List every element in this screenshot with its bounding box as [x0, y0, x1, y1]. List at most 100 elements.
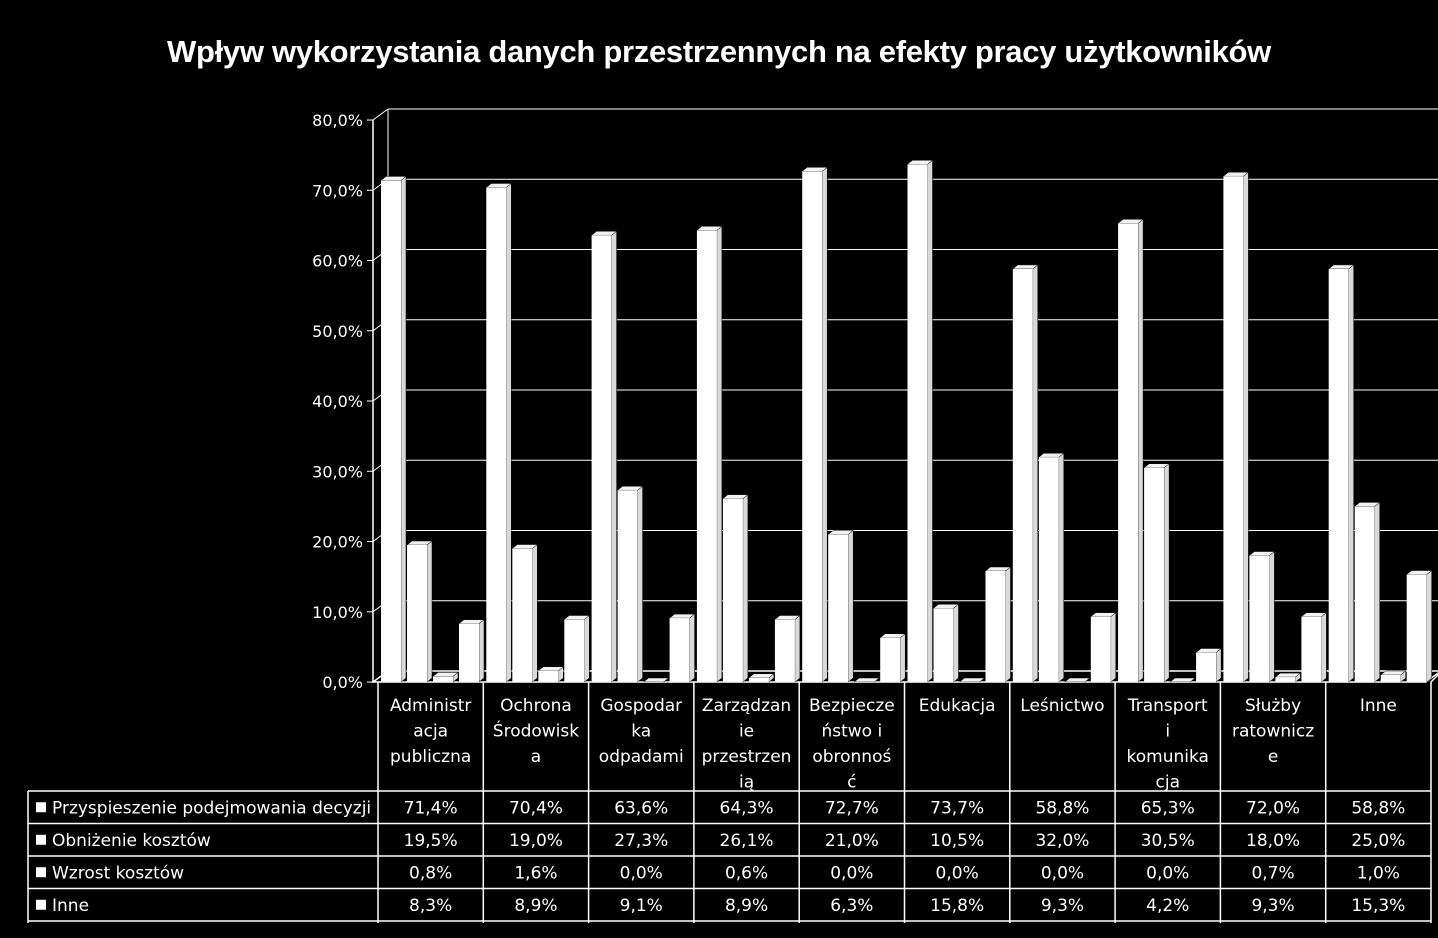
table-cell: 10,5%: [930, 831, 984, 851]
table-cell: 0,6%: [725, 863, 768, 883]
table-cell: 32,0%: [1035, 831, 1089, 851]
category-label: Zarządzan: [702, 696, 791, 716]
table-cell: 72,0%: [1246, 798, 1300, 818]
table-cell: 0,0%: [1041, 863, 1084, 883]
y-tick-label: 50,0%: [312, 322, 363, 341]
category-label: acja: [413, 722, 448, 742]
legend-label: Obniżenie kosztów: [52, 831, 211, 851]
bar: [774, 614, 801, 683]
table-cell: 64,3%: [720, 798, 774, 818]
y-tick-label: 0,0%: [322, 673, 363, 692]
bar: [668, 613, 696, 683]
legend-swatch: [36, 834, 46, 845]
bar: [537, 666, 565, 683]
bar: [853, 677, 880, 683]
table-cell: 0,0%: [1146, 863, 1189, 883]
category-label: Bezpiecze: [809, 696, 895, 716]
table-cell: 0,8%: [409, 863, 452, 883]
category-label: Służby: [1245, 696, 1301, 716]
bar: [722, 494, 749, 683]
y-tick-label: 40,0%: [312, 392, 363, 411]
table-cell: 58,8%: [1351, 798, 1405, 818]
bar: [879, 633, 906, 683]
category-label: Edukacja: [919, 696, 996, 716]
table-cell: 0,0%: [936, 863, 979, 883]
category-label: e: [1268, 747, 1278, 767]
category-label: ratownicz: [1232, 722, 1314, 742]
table-cell: 4,2%: [1146, 896, 1189, 916]
legend-label: Przyspieszenie podejmowania decyzji: [52, 798, 371, 818]
category-label: przestrzen: [702, 747, 792, 767]
category-label: publiczna: [390, 747, 471, 767]
table-cell: 30,5%: [1141, 831, 1195, 851]
bar: [406, 540, 433, 683]
bar: [642, 677, 670, 683]
bar: [1300, 612, 1328, 683]
bar: [906, 159, 934, 683]
category-label: odpadami: [599, 747, 684, 767]
table-cell: 73,7%: [930, 798, 984, 818]
category-label: ka: [631, 722, 651, 742]
y-tick-label: 30,0%: [312, 462, 363, 481]
bar: [1090, 612, 1117, 683]
bar: [432, 671, 459, 683]
bar: [984, 566, 1012, 683]
bar: [1064, 677, 1091, 683]
table-cell: 70,4%: [509, 798, 563, 818]
bar: [1405, 569, 1433, 683]
y-tick-label: 60,0%: [312, 252, 363, 271]
table-cell: 8,3%: [409, 896, 452, 916]
bar: [1117, 218, 1144, 683]
bar: [590, 230, 618, 683]
category-label: obronnoś: [812, 747, 891, 767]
table-cell: 15,3%: [1351, 896, 1405, 916]
bar: [958, 677, 986, 683]
table-cell: 71,4%: [404, 798, 458, 818]
bar: [1353, 501, 1381, 683]
category-label: Leśnictwo: [1020, 696, 1104, 716]
table-cell: 27,3%: [614, 831, 668, 851]
legend-swatch: [36, 802, 46, 813]
bar: [1169, 677, 1196, 683]
bar: [1222, 171, 1250, 683]
table-cell: 21,0%: [825, 831, 879, 851]
bar: [1143, 463, 1170, 683]
y-tick-label: 20,0%: [312, 533, 363, 552]
table-cell: 0,0%: [620, 863, 663, 883]
bar: [696, 225, 723, 683]
table-cell: 72,7%: [825, 798, 879, 818]
legend-label: Wzrost kosztów: [52, 863, 184, 883]
bar: [1327, 264, 1355, 683]
category-label: i: [1165, 722, 1170, 742]
category-label: ie: [739, 722, 754, 742]
table-cell: 9,1%: [620, 896, 663, 916]
chart-title: Wpływ wykorzystania danych przestrzennyc…: [167, 34, 1271, 69]
gridline-side: [372, 108, 389, 121]
category-label: Środowisk: [493, 720, 579, 742]
bar: [380, 175, 407, 683]
bar: [1248, 551, 1276, 683]
y-tick-label: 10,0%: [312, 603, 363, 622]
bar: [1379, 670, 1407, 683]
category-label: Gospodar: [600, 696, 682, 716]
table-cell: 26,1%: [720, 831, 774, 851]
bar: [563, 614, 591, 683]
table-cell: 18,0%: [1246, 831, 1300, 851]
legend-swatch: [36, 867, 46, 878]
category-label: ństwo i: [821, 722, 882, 742]
bar: [1274, 672, 1302, 683]
category-label: Inne: [1360, 696, 1397, 716]
bar: [932, 603, 960, 683]
category-label: Ochrona: [500, 696, 572, 716]
table-cell: 15,8%: [930, 896, 984, 916]
table-cell: 65,3%: [1141, 798, 1195, 818]
table-cell: 0,0%: [830, 863, 873, 883]
table-cell: 1,6%: [514, 863, 557, 883]
bar: [801, 166, 828, 683]
category-label: ią: [739, 773, 754, 793]
table-cell: 9,3%: [1041, 896, 1084, 916]
y-tick-label: 80,0%: [312, 111, 363, 130]
table-cell: 63,6%: [614, 798, 668, 818]
legend-label: Inne: [52, 896, 89, 916]
